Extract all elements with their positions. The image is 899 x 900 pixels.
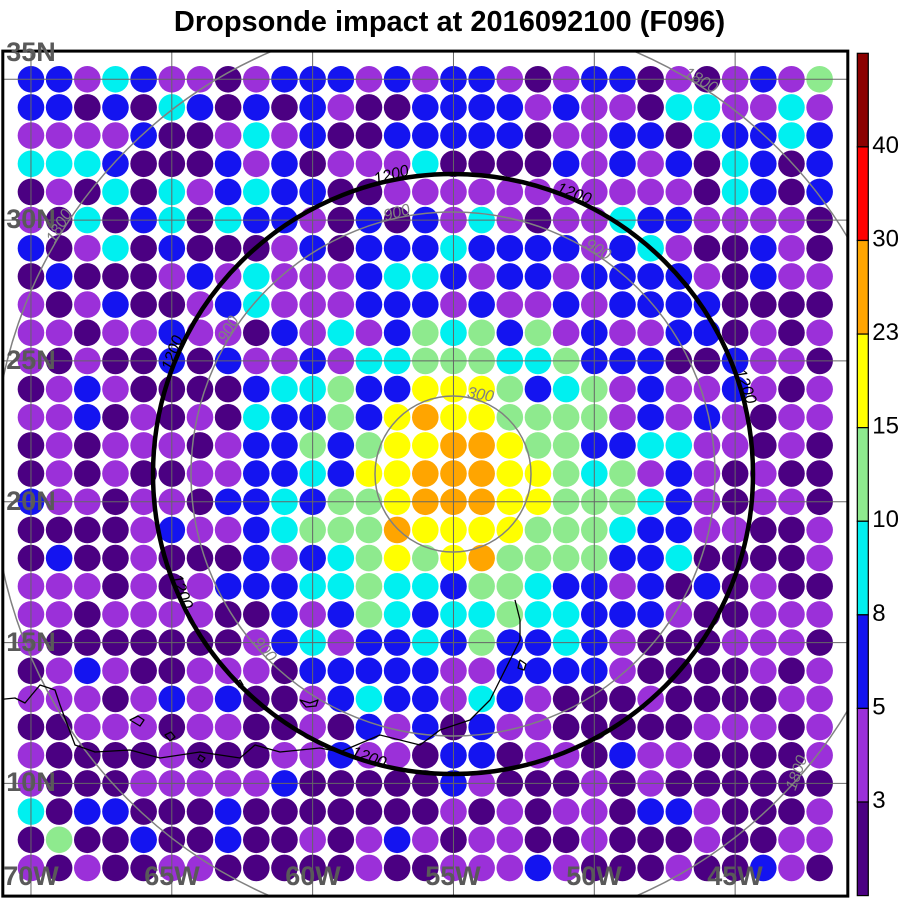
- svg-text:10N: 10N: [6, 767, 56, 797]
- svg-text:25N: 25N: [6, 345, 56, 375]
- svg-text:70W: 70W: [3, 861, 59, 891]
- svg-text:30: 30: [872, 225, 899, 252]
- svg-text:65W: 65W: [144, 861, 200, 891]
- svg-text:20N: 20N: [6, 486, 56, 516]
- svg-text:5: 5: [872, 693, 885, 720]
- svg-text:40: 40: [872, 132, 899, 159]
- svg-text:3: 3: [872, 787, 885, 814]
- svg-text:300: 300: [466, 384, 495, 405]
- svg-text:60W: 60W: [285, 861, 341, 891]
- svg-text:23: 23: [872, 319, 899, 346]
- svg-text:8: 8: [872, 600, 885, 627]
- svg-text:50W: 50W: [566, 861, 622, 891]
- svg-text:35N: 35N: [6, 37, 56, 67]
- svg-text:15N: 15N: [6, 627, 56, 657]
- svg-text:55W: 55W: [425, 861, 481, 891]
- svg-text:45W: 45W: [707, 861, 763, 891]
- svg-text:15: 15: [872, 413, 899, 440]
- svg-text:10: 10: [872, 506, 899, 533]
